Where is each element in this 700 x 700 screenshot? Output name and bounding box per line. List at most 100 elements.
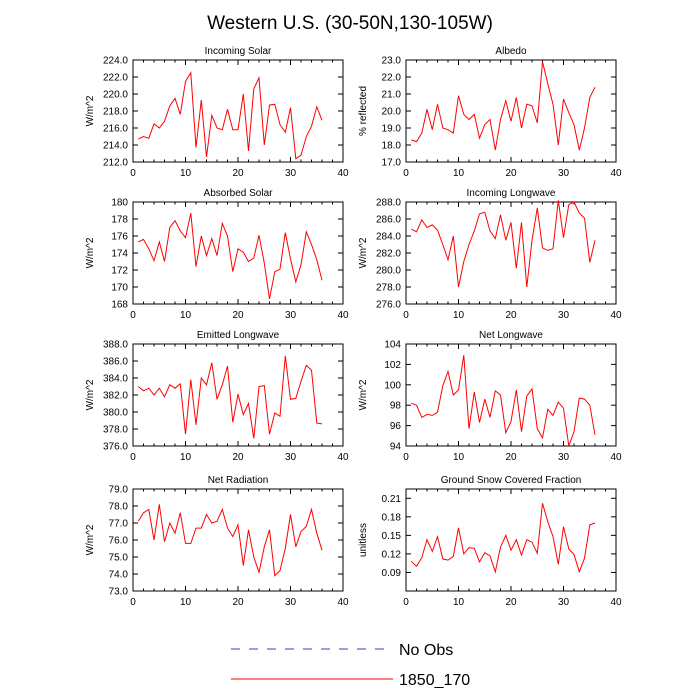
panel-ground-snow-covered-fraction-ytick-label: 0.18 xyxy=(382,512,402,523)
panel-incoming-longwave-xtick-label: 40 xyxy=(610,310,622,321)
panel-net-radiation-series-1850-170 xyxy=(137,504,323,577)
panel-incoming-solar-ytick-label: 216.0 xyxy=(103,124,128,135)
panel-net-longwave-ytick-label: 94 xyxy=(390,442,402,453)
panel-net-radiation-ytick-label: 74.0 xyxy=(109,570,129,581)
legend-1850-170-label: 1850_170 xyxy=(399,672,470,689)
panel-net-longwave-ytick-label: 98 xyxy=(390,401,402,412)
panel-net-radiation-ylabel: W/m^2 xyxy=(85,524,96,555)
panel-ground-snow-covered-fraction-xtick-label: 0 xyxy=(403,597,409,608)
panel-emitted-longwave-ylabel: W/m^2 xyxy=(85,379,96,410)
panel-net-radiation-ytick-label: 75.0 xyxy=(109,553,129,564)
panel-emitted-longwave: Emitted Longwave 0 10 20 30 40 376.0 378.0 380.0… xyxy=(85,330,349,463)
panel-emitted-longwave-ytick-label: 380.0 xyxy=(103,408,128,419)
panel-absorbed-solar-ytick-label: 170 xyxy=(111,283,128,294)
panel-net-radiation-xtick-label: 0 xyxy=(130,597,136,608)
panel-net-radiation: Net Radiation 0 10 20 30 40 73.0 74.0 75.0 76.0 77… xyxy=(85,475,349,608)
panel-incoming-longwave-ytick-label: 288.0 xyxy=(376,198,401,209)
panel-emitted-longwave-xtick-label: 10 xyxy=(180,452,192,463)
panel-net-radiation-ytick-label: 78.0 xyxy=(109,502,129,513)
panel-albedo-ytick-label: 20.0 xyxy=(382,107,402,118)
panel-net-longwave-ytick-label: 102 xyxy=(384,360,401,371)
panel-ground-snow-covered-fraction-xtick-label: 20 xyxy=(505,597,517,608)
panel-net-radiation-xtick-label: 40 xyxy=(337,597,349,608)
panel-net-radiation-ytick-label: 76.0 xyxy=(109,536,129,547)
panel-ground-snow-covered-fraction-ytick-label: 0.15 xyxy=(382,531,402,542)
panel-albedo-ytick-label: 23.0 xyxy=(382,56,402,67)
panel-absorbed-solar-xtick-label: 30 xyxy=(285,310,297,321)
panel-emitted-longwave-title: Emitted Longwave xyxy=(197,330,280,341)
panel-emitted-longwave-series-1850-170 xyxy=(137,355,323,439)
panel-incoming-solar-series-1850-170 xyxy=(138,71,323,160)
panel-incoming-longwave-ytick-label: 280.0 xyxy=(376,266,401,277)
panel-incoming-solar-ytick-label: 220.0 xyxy=(103,90,128,101)
panel-net-longwave-xtick-label: 0 xyxy=(403,452,409,463)
panel-net-radiation-title: Net Radiation xyxy=(208,475,269,486)
panel-absorbed-solar-title: Absorbed Solar xyxy=(204,188,274,199)
panel-absorbed-solar-ytick-label: 176 xyxy=(111,232,128,243)
panel-net-radiation-ytick-label: 77.0 xyxy=(109,519,129,530)
panel-absorbed-solar-ytick-label: 174 xyxy=(111,249,128,260)
panel-incoming-solar-ytick-label: 224.0 xyxy=(103,56,128,67)
panel-ground-snow-covered-fraction-xtick-label: 30 xyxy=(558,597,570,608)
panel-emitted-longwave-xtick-label: 0 xyxy=(130,452,136,463)
panel-albedo-series-1850-170 xyxy=(411,61,596,151)
panel-absorbed-solar-ytick-label: 180 xyxy=(111,198,128,209)
panel-incoming-longwave-ytick-label: 278.0 xyxy=(376,283,401,294)
legend: No Obs 1850_170 xyxy=(231,642,470,689)
panel-ground-snow-covered-fraction-xtick-label: 10 xyxy=(453,597,465,608)
panel-incoming-solar-ytick-label: 212.0 xyxy=(103,158,128,169)
panel-albedo-xtick-label: 0 xyxy=(403,168,409,179)
panel-incoming-solar-xtick-label: 20 xyxy=(232,168,244,179)
panel-emitted-longwave-ytick-label: 386.0 xyxy=(103,357,128,368)
panel-incoming-solar-xtick-label: 0 xyxy=(130,168,136,179)
panel-net-longwave-xtick-label: 40 xyxy=(610,452,622,463)
panel-net-radiation-xtick-label: 10 xyxy=(180,597,192,608)
panel-albedo-ytick-label: 22.0 xyxy=(382,73,402,84)
panel-net-radiation-ytick-label: 79.0 xyxy=(109,485,129,496)
panel-incoming-longwave-ytick-label: 282.0 xyxy=(376,249,401,260)
legend-no-obs-label: No Obs xyxy=(399,642,453,659)
panel-albedo-ytick-label: 21.0 xyxy=(382,90,402,101)
panel-emitted-longwave-ytick-label: 376.0 xyxy=(103,442,128,453)
panel-ground-snow-covered-fraction-ylabel: unitless xyxy=(358,523,369,557)
panel-incoming-longwave-xtick-label: 30 xyxy=(558,310,570,321)
panel-incoming-longwave-xtick-label: 10 xyxy=(453,310,465,321)
panel-incoming-solar-ytick-label: 214.0 xyxy=(103,141,128,152)
panel-albedo-xtick-label: 40 xyxy=(610,168,622,179)
panel-net-longwave-xtick-label: 30 xyxy=(558,452,570,463)
panel-absorbed-solar-ytick-label: 168 xyxy=(111,300,128,311)
panel-ground-snow-covered-fraction: Ground Snow Covered Fraction 0 10 20 30 40 0.0… xyxy=(358,475,622,608)
panel-incoming-longwave-ylabel: W/m^2 xyxy=(358,237,369,268)
panel-absorbed-solar-xtick-label: 40 xyxy=(337,310,349,321)
panel-absorbed-solar-series-1850-170 xyxy=(138,212,323,299)
panel-emitted-longwave-ytick-label: 378.0 xyxy=(103,425,128,436)
panel-albedo-xtick-label: 10 xyxy=(453,168,465,179)
panel-net-longwave-xtick-label: 10 xyxy=(453,452,465,463)
panel-net-longwave-title: Net Longwave xyxy=(479,330,543,341)
panel-net-radiation-xtick-label: 30 xyxy=(285,597,297,608)
panel-net-longwave: Net Longwave 0 10 20 30 40 94 96 98 100 102 104 W/m^… xyxy=(358,330,622,463)
panel-incoming-longwave: Incoming Longwave 0 10 20 30 40 276.0 278.0 280.… xyxy=(358,188,622,321)
panel-albedo-ytick-label: 17.0 xyxy=(382,158,402,169)
panel-net-longwave-ylabel: W/m^2 xyxy=(358,379,369,410)
panel-incoming-longwave-series-1850-170 xyxy=(411,200,596,288)
panel-incoming-solar-ylabel: W/m^2 xyxy=(85,95,96,126)
panel-absorbed-solar: Absorbed Solar 0 10 20 30 40 168 170 172 174 176 17… xyxy=(85,188,349,321)
panel-net-radiation-ytick-label: 73.0 xyxy=(109,587,129,598)
panel-emitted-longwave-ytick-label: 388.0 xyxy=(103,340,128,351)
panel-ground-snow-covered-fraction-ytick-label: 0.09 xyxy=(382,568,402,579)
panel-absorbed-solar-xtick-label: 0 xyxy=(130,310,136,321)
panel-emitted-longwave-xtick-label: 40 xyxy=(337,452,349,463)
panel-incoming-longwave-ytick-label: 286.0 xyxy=(376,215,401,226)
panel-emitted-longwave-xtick-label: 30 xyxy=(285,452,297,463)
figure-title: Western U.S. (30-50N,130-105W) xyxy=(207,13,493,34)
panel-incoming-solar: Incoming Solar 0 10 20 30 40 212.0 214.0 216.0 21… xyxy=(85,46,349,179)
panel-incoming-longwave-ytick-label: 276.0 xyxy=(376,300,401,311)
panel-ground-snow-covered-fraction-ytick-label: 0.12 xyxy=(382,549,402,560)
panel-albedo-ylabel: % reflected xyxy=(358,86,369,136)
panel-incoming-solar-title: Incoming Solar xyxy=(205,46,272,57)
panel-albedo-xtick-label: 30 xyxy=(558,168,570,179)
